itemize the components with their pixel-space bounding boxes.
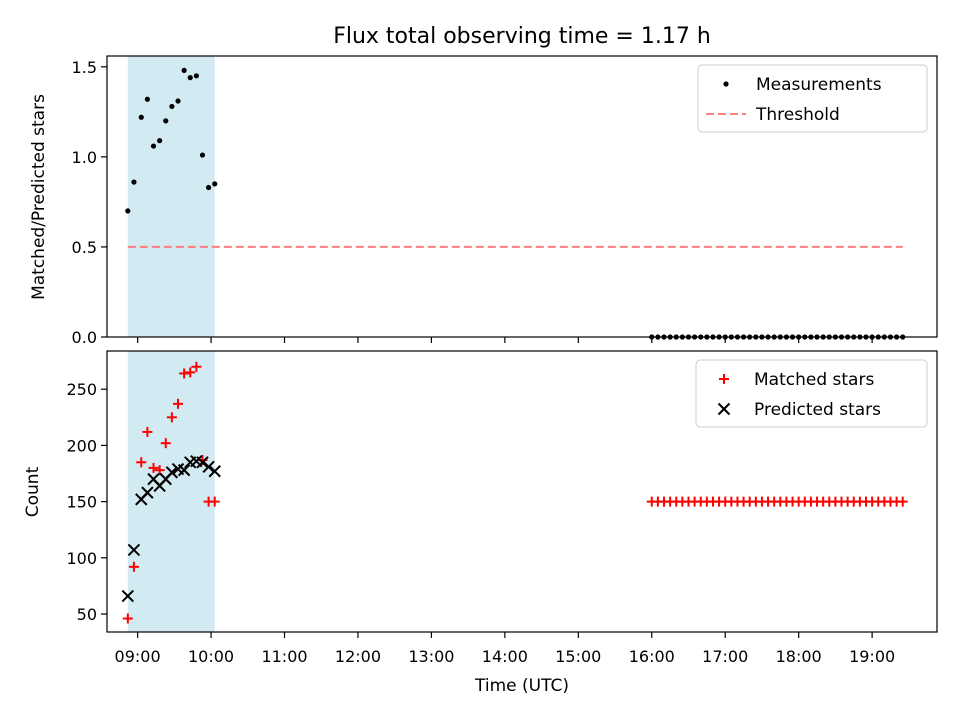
x-axis-label: Time (UTC) [474,676,569,696]
bottom-series-predicted-stars-point-b [127,543,141,557]
top-series-measurements-point [181,67,187,74]
x-tick-label: 19:00 [849,647,895,666]
top-legend-label: Measurements [756,75,882,95]
bottom-series-matched-stars-point [142,426,153,437]
top-y-tick-label: 0.5 [72,238,97,257]
bottom-series-predicted-stars-point-b [147,472,160,486]
bottom-series-predicted-stars-point-b [171,462,185,476]
bottom-series-matched-stars-point [191,361,202,372]
top-y-tick-label: 0.0 [72,328,97,347]
bottom-legend-label: Matched stars [754,370,874,390]
bottom-series-predicted-stars-point-b [141,486,154,499]
bottom-series-matched-stars-point [185,367,196,378]
bottom-legend-marker-x-b [717,402,731,416]
bottom-y-tick-label: 150 [66,493,97,512]
bottom-series-predicted-stars-point-b [208,465,221,478]
bottom-series-predicted-stars-point [208,465,221,478]
bottom-series-matched-stars-point [209,496,220,507]
top-series-measurements-point [187,75,193,81]
bottom-legend: Matched stars Predicted stars [695,359,928,428]
x-tick-label: 13:00 [408,647,454,666]
bottom-series-predicted-stars-point-b [202,460,215,473]
top-axes-frame [106,55,938,338]
top-series-measurements-point [125,208,131,214]
top-series-measurements-point [150,143,157,149]
x-tick-label: 11:00 [261,647,307,666]
bottom-series-predicted-stars-point-b [196,456,209,469]
bottom-legend-label: Predicted stars [754,400,881,420]
bottom-panel: 50 100 150 200 250 09:00 10:00 11:00 12:00 13:00 1… [66,350,938,666]
top-y-tick-label: 1.5 [72,58,97,77]
top-legend-marker-dot [723,81,729,87]
top-series-measurements-point [138,114,144,120]
bottom-series-predicted-stars-point-b [190,454,203,468]
top-legend: Measurements Threshold [697,64,928,133]
top-highlight-span [127,56,215,337]
bottom-series-predicted-stars-point [196,456,209,469]
bottom-series-predicted-stars-point [165,466,179,479]
bottom-legend-box [695,359,928,428]
top-series-measurements-point [175,98,181,104]
top-series-measurements-point [212,181,218,187]
top-panel: 0.0 0.5 1.0 1.5 Measurements Threshold [72,55,938,347]
bottom-series-matched-stars-point [122,613,133,624]
bottom-series-matched-stars-point [136,457,147,468]
x-tick-label: 12:00 [335,647,381,666]
x-tick-label: 16:00 [629,647,675,666]
bottom-series-predicted-stars-point [121,589,135,603]
top-series-measurements-point [163,118,169,124]
top-series-measurements-point [199,152,206,158]
x-tick-label: 18:00 [776,647,822,666]
top-series-measurements-point [206,184,212,191]
x-tick-label: 14:00 [482,647,528,666]
top-legend-box [697,64,928,133]
bottom-series-predicted-stars-point-b [177,463,191,477]
bottom-series-matched-stars-point [148,462,159,473]
top-series-measurements-point [193,73,199,79]
top-y-axis-label: Matched/Predicted stars [29,94,49,300]
bottom-series-predicted-stars-point [177,463,191,477]
bottom-y-tick-label: 200 [66,436,97,455]
bottom-series-matched-stars-point [166,412,177,423]
bottom-series-matched-stars-point [154,465,165,476]
top-y-tick-label: 1.0 [72,148,97,167]
bottom-y-axis-label: Count [23,466,43,517]
bottom-series-predicted-stars-point [141,486,154,499]
bottom-y-tick-label: 250 [66,380,97,399]
top-series-measurements-point [144,96,150,102]
bottom-series-matched-stars-point [179,368,190,379]
bottom-series-matched-stars-point [173,398,184,409]
x-tick-label: 10:00 [188,647,234,666]
x-tick-label: 17:00 [702,647,748,666]
top-series-measurements-point [169,103,175,110]
x-tick-label: 09:00 [115,647,161,666]
bottom-highlight-span [127,351,215,632]
bottom-series-matched-stars-point [897,496,908,507]
top-series-measurements-point [131,179,137,185]
bottom-series-predicted-stars-point [127,543,141,557]
bottom-y-tick-label: 100 [66,549,97,568]
top-legend-label: Threshold [755,105,840,125]
bottom-axes-frame [106,350,938,633]
top-series-measurements-point [157,138,163,144]
bottom-series-matched-stars-point [160,438,171,449]
bottom-series-matched-stars-point [128,561,139,572]
x-tick-label: 15:00 [555,647,601,666]
bottom-series-predicted-stars-point [202,460,215,473]
bottom-series-predicted-stars-point-b [165,466,179,479]
bottom-y-tick-label: 50 [77,605,97,624]
bottom-series-predicted-stars-point-b [121,589,135,603]
chart-title: Flux total observing time = 1.17 h [333,24,711,49]
